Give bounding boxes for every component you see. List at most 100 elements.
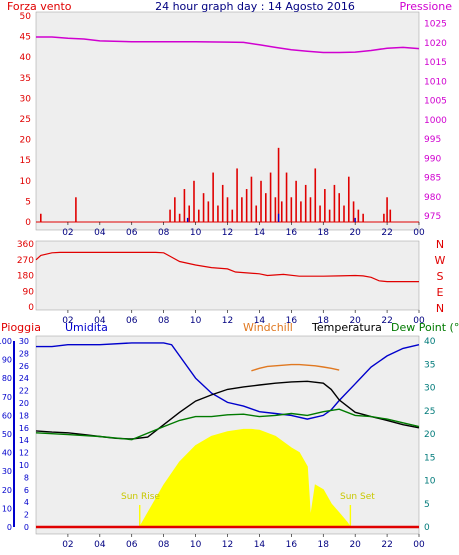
temperature-label: Temperatura	[311, 321, 382, 334]
bot-xtick-label: 06	[126, 540, 138, 550]
pressure-ytick-label: 1020	[424, 39, 447, 49]
mid-xtick-label: 20	[349, 316, 361, 326]
wind-ytick-label: 10	[20, 177, 32, 187]
wind-direction-line	[35, 251, 419, 283]
top-panel-bg	[35, 11, 420, 231]
temperature-ytick-label: 8	[24, 473, 29, 482]
humidity-label: Umidita	[65, 321, 108, 334]
right-ytick-label: 40	[424, 337, 436, 347]
direction-ytick-label: 180	[17, 272, 34, 282]
bot-xtick-label: 16	[286, 540, 298, 550]
pressure-ytick-label: 980	[424, 193, 441, 203]
windchill-line	[251, 363, 340, 372]
compass-label: N	[436, 302, 444, 315]
temperature-humidity-chart: 0102030405060708090100024681012141618202…	[0, 337, 436, 550]
top-xtick-label: 02	[62, 228, 73, 238]
humidity-line	[36, 342, 420, 420]
humidity-ytick-label: 90	[2, 356, 12, 365]
top-xtick-label: 14	[254, 228, 266, 238]
pressure-ytick-label: 1015	[424, 58, 447, 68]
compass-label: S	[437, 270, 444, 283]
mid-xtick-label: 12	[222, 316, 233, 326]
top-xtick-label: 22	[381, 228, 392, 238]
direction-ytick-label: 360	[17, 240, 34, 250]
bot-xtick-label: 10	[190, 540, 202, 550]
top-xtick-label: 16	[286, 228, 298, 238]
compass-label: E	[437, 286, 444, 299]
mid-xtick-label: 08	[158, 316, 170, 326]
top-xtick-label: 10	[190, 228, 202, 238]
chart-title: 24 hour graph day : 14 Agosto 2016	[155, 0, 355, 13]
humidity-ytick-label: 80	[2, 374, 12, 383]
direction-ytick-label: 270	[17, 256, 34, 266]
pressure-ytick-label: 990	[424, 154, 441, 164]
dewpoint-label: Dew Point (°C	[391, 321, 459, 334]
mid-xtick-label: 00	[413, 316, 425, 326]
mid-xtick-label: 10	[190, 316, 202, 326]
wind-ytick-label: 35	[20, 74, 31, 84]
temperature-ytick-label: 4	[24, 498, 29, 507]
right-ytick-label: 30	[424, 384, 436, 394]
humidity-ytick-label: 100	[0, 337, 12, 346]
pressure-ytick-label: 975	[424, 212, 441, 222]
humidity-ytick-label: 0	[7, 523, 12, 532]
compass-label: W	[435, 254, 446, 267]
humidity-ytick-label: 50	[2, 430, 12, 439]
temperature-ytick-label: 6	[24, 486, 29, 495]
dewpoint-line	[35, 408, 420, 441]
right-ytick-label: 5	[424, 500, 430, 510]
windchill-label: Windchill	[243, 321, 293, 334]
compass-label: N	[436, 238, 444, 251]
right-ytick-label: 10	[424, 477, 436, 487]
top-xtick-label: 06	[126, 228, 138, 238]
top-xtick-label: 18	[318, 228, 330, 238]
temperature-ytick-label: 14	[19, 436, 29, 445]
top-xtick-label: 00	[413, 228, 425, 238]
wind-ytick-label: 30	[20, 94, 32, 104]
humidity-ytick-label: 30	[2, 467, 12, 476]
top-xtick-label: 20	[349, 228, 361, 238]
bot-xtick-label: 08	[158, 540, 170, 550]
temperature-ytick-label: 0	[24, 523, 29, 532]
pressure-label: Pressione	[400, 0, 453, 13]
wind-ytick-label: 50	[20, 12, 32, 22]
top-xtick-label: 08	[158, 228, 170, 238]
pressure-ytick-label: 1010	[424, 77, 447, 87]
bot-xtick-label: 04	[94, 540, 106, 550]
bot-xtick-label: 18	[318, 540, 330, 550]
wind-ytick-label: 0	[25, 218, 31, 228]
temperature-ytick-label: 18	[19, 411, 29, 420]
wind-ytick-label: 45	[20, 33, 31, 43]
humidity-ytick-label: 20	[2, 486, 12, 495]
bot-xtick-label: 12	[222, 540, 233, 550]
mid-xtick-label: 02	[62, 316, 73, 326]
humidity-ytick-label: 10	[2, 504, 12, 513]
temperature-ytick-label: 24	[19, 374, 29, 383]
bot-xtick-label: 00	[413, 540, 425, 550]
temperature-ytick-label: 12	[19, 449, 29, 458]
right-ytick-label: 25	[424, 407, 435, 417]
pressure-line	[36, 36, 420, 54]
wind-speed-label: Forza vento	[7, 0, 72, 13]
pressure-ytick-label: 1025	[424, 20, 447, 30]
humidity-ytick-label: 40	[2, 449, 12, 458]
sunrise-label: Sun Rise	[121, 492, 160, 502]
wind-ytick-label: 5	[25, 197, 31, 207]
wind-ytick-label: 20	[20, 136, 32, 146]
temperature-ytick-label: 28	[19, 349, 29, 358]
pressure-ytick-label: 985	[424, 174, 441, 184]
bot-xtick-label: 14	[254, 540, 266, 550]
sunset-label: Sun Set	[340, 492, 375, 502]
temperature-ytick-label: 30	[19, 337, 29, 346]
temperature-ytick-label: 16	[19, 424, 29, 433]
temperature-ytick-label: 20	[19, 399, 29, 408]
sun-radiation-area	[138, 428, 352, 528]
rain-label: Pioggia	[1, 321, 41, 334]
direction-ytick-label: 90	[23, 287, 35, 297]
mid-xtick-label: 18	[318, 316, 330, 326]
right-ytick-label: 0	[424, 523, 430, 533]
mid-xtick-label: 04	[94, 316, 106, 326]
wind-ytick-label: 40	[20, 53, 32, 63]
